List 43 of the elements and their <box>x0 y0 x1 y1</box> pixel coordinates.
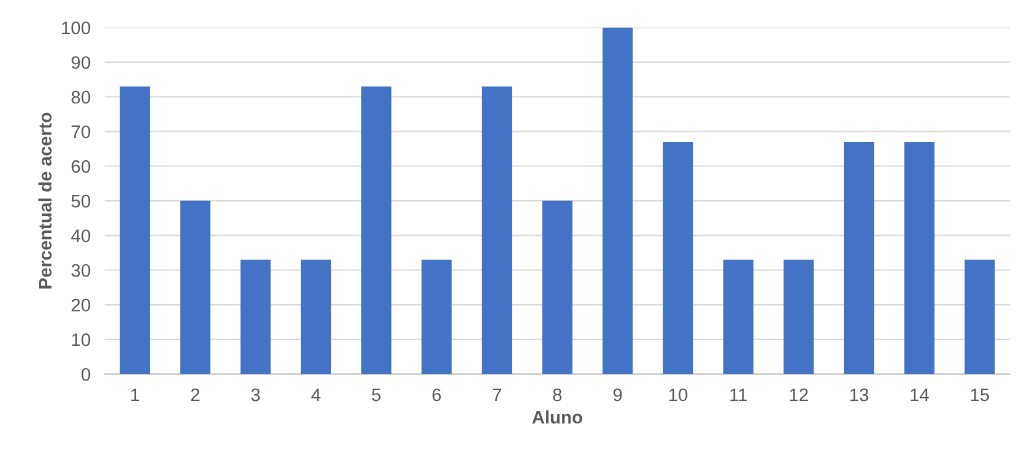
bar <box>662 141 694 375</box>
y-tick-label: 100 <box>62 21 91 35</box>
x-tick-label: 14 <box>910 388 929 402</box>
x-tick-label: 8 <box>553 388 562 402</box>
y-tick-label: 20 <box>71 298 91 312</box>
y-tick-label: 50 <box>71 194 91 208</box>
x-tick-label: 1 <box>131 388 140 402</box>
bar <box>964 259 995 375</box>
x-tick-label: 6 <box>432 388 441 402</box>
bar <box>300 259 332 375</box>
x-tick-label: 12 <box>790 388 808 402</box>
y-tick-label: 0 <box>81 368 91 381</box>
x-tick-label: 15 <box>971 388 989 402</box>
bar <box>481 86 513 375</box>
bar <box>542 200 573 375</box>
bar <box>783 259 814 375</box>
bar <box>119 86 151 375</box>
x-axis-title: Aluno <box>532 410 583 424</box>
x-tick-label: 10 <box>669 388 688 402</box>
x-tick-label: 3 <box>251 388 260 402</box>
y-tick-label: 90 <box>71 56 91 69</box>
x-tick-label: 7 <box>492 388 502 402</box>
bar <box>843 141 875 375</box>
x-tick-label: 9 <box>613 388 622 402</box>
bar <box>904 141 935 375</box>
y-tick-label: 70 <box>71 125 91 139</box>
x-tick-label: 5 <box>371 388 381 402</box>
bar <box>421 259 452 375</box>
bar <box>240 259 271 375</box>
y-tick-label: 60 <box>71 160 91 173</box>
bar <box>180 200 211 375</box>
x-tick-label: 4 <box>311 388 321 402</box>
bar <box>723 259 754 375</box>
y-axis-title: Percentual de acerto <box>38 112 52 289</box>
x-tick-label: 11 <box>730 388 747 402</box>
x-tick-label: 2 <box>191 388 200 402</box>
bar <box>361 86 392 375</box>
y-tick-label: 80 <box>71 90 91 104</box>
y-tick-label: 40 <box>71 229 91 243</box>
x-tick-label: 13 <box>850 388 869 402</box>
y-tick-label: 30 <box>71 264 91 277</box>
bar <box>602 27 633 375</box>
y-tick-label: 10 <box>72 333 91 347</box>
